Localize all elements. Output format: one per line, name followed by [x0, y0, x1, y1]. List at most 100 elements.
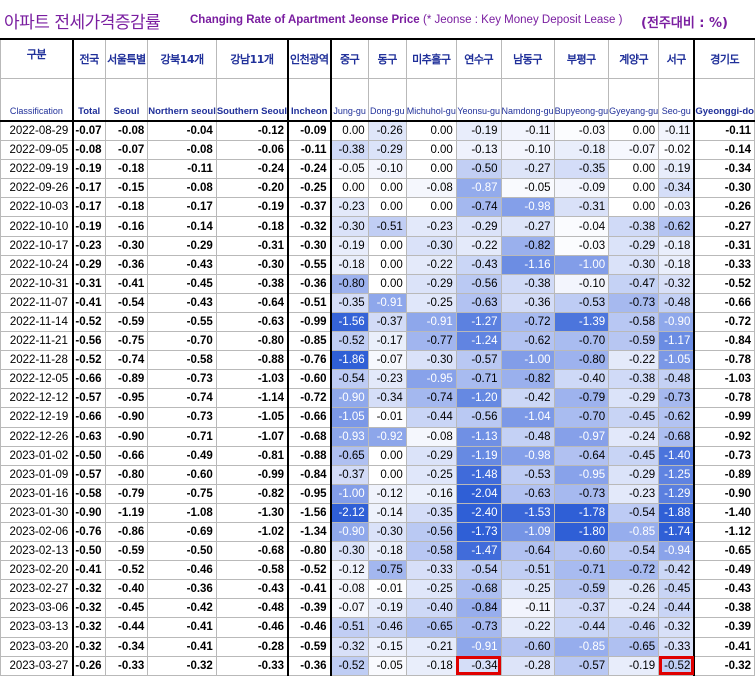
value-cell: -0.56	[72, 331, 106, 352]
value-cell: -0.11	[500, 598, 555, 619]
value-cell: -0.91	[405, 311, 457, 333]
value-cell: -0.23	[330, 197, 369, 218]
value-cell: -0.36	[287, 273, 332, 294]
value-cell: -0.42	[147, 598, 217, 619]
value-cell: 0.00	[405, 159, 457, 180]
value-cell: -0.23	[367, 369, 407, 390]
value-cell: -0.30	[215, 254, 290, 275]
value-cell: 0.00	[367, 445, 407, 466]
value-cell: -0.29	[608, 464, 660, 485]
value-cell: -0.18	[104, 197, 149, 218]
table-row: 2022-08-29 -0.07 -0.08 -0.04 -0.12 -0.09 0.00-…	[0, 120, 755, 142]
row-date: 2022-11-21	[0, 331, 74, 352]
value-cell: -0.53	[500, 464, 555, 485]
value-cell: -0.09	[553, 178, 610, 199]
value-cell: -0.52	[330, 331, 369, 352]
value-cell: -0.27	[500, 159, 555, 180]
column-header-kor: 남동구	[500, 38, 555, 79]
value-cell: -0.51	[367, 216, 407, 237]
value-cell: -0.28	[215, 636, 290, 657]
value-cell: -0.84	[455, 598, 502, 619]
value-cell: -0.71	[455, 369, 502, 390]
value-cell: -0.48	[215, 598, 290, 619]
value-cell: -0.58	[215, 560, 290, 581]
value-cell: -0.65	[330, 445, 369, 466]
value-cell: 0.00	[367, 235, 407, 256]
value-cell: -0.80	[104, 464, 149, 485]
value-cell: -0.19	[72, 159, 106, 180]
column-header-eng-label: Southern Seoul	[216, 106, 288, 117]
value-cell: -0.63	[500, 483, 555, 504]
value-cell: -0.34	[367, 388, 407, 409]
value-cell: -1.16	[500, 254, 555, 275]
value-cell: -1.73	[455, 521, 502, 543]
table-row: 2022-10-03 -0.17 -0.18 -0.17 -0.19 -0.37 -0.23…	[0, 197, 755, 218]
value-cell: -0.90	[693, 483, 755, 504]
value-cell: -0.38	[215, 273, 290, 294]
value-cell: -0.90	[658, 311, 696, 333]
value-cell: -0.73	[693, 445, 755, 466]
value-cell: -0.08	[147, 140, 217, 161]
value-cell: -0.66	[72, 369, 106, 390]
column-header-kor: 전국	[72, 38, 106, 79]
value-cell: -0.32	[287, 216, 332, 237]
value-cell: -0.05	[367, 655, 407, 676]
value-cell: -2.40	[455, 502, 502, 523]
value-cell: -0.02	[658, 140, 696, 161]
column-header-eng: Namdong-gu	[500, 78, 555, 122]
value-cell: -0.26	[367, 120, 407, 142]
value-cell: -0.05	[500, 178, 555, 199]
column-header-kor-label: 남동구	[513, 53, 542, 66]
value-cell: -0.59	[104, 311, 149, 333]
value-cell: -0.78	[693, 350, 755, 371]
value-cell: -0.59	[287, 636, 332, 657]
value-cell: -0.52	[330, 655, 369, 676]
table-row: 2022-12-19 -0.66 -0.90 -0.73 -1.05 -0.66 -1.05…	[0, 407, 755, 428]
value-cell: -0.19	[215, 197, 290, 218]
title-english: Changing Rate of Apartment Jeonse Price	[190, 14, 420, 26]
value-cell: -0.35	[553, 159, 610, 180]
value-cell: 0.00	[405, 140, 457, 161]
value-cell: -0.84	[693, 331, 755, 352]
table-row: 2022-11-14 -0.52 -0.59 -0.55 -0.63 -0.99 -1.56…	[0, 311, 755, 333]
value-cell: -0.79	[104, 483, 149, 504]
value-cell: -0.42	[658, 560, 696, 581]
value-cell: -0.57	[72, 388, 106, 409]
table-row: 2023-01-16 -0.58 -0.79 -0.75 -0.82 -0.95 -1.00…	[0, 483, 755, 504]
row-date: 2023-01-02	[0, 445, 74, 466]
value-cell: -0.72	[608, 560, 660, 581]
value-cell: -0.68	[287, 426, 332, 447]
value-cell: -0.11	[693, 120, 755, 142]
value-cell: -0.52	[72, 311, 106, 333]
value-cell: -0.24	[215, 159, 290, 180]
value-cell: -0.68	[215, 541, 290, 562]
value-cell: -0.25	[405, 464, 457, 485]
value-cell: -0.13	[455, 140, 502, 161]
value-cell: -0.75	[147, 483, 217, 504]
value-cell: -0.75	[104, 331, 149, 352]
value-cell: -0.07	[104, 140, 149, 161]
value-cell: -1.30	[215, 502, 290, 523]
value-cell: -1.56	[287, 502, 332, 523]
value-cell: -0.64	[500, 541, 555, 562]
row-date: 2023-01-09	[0, 464, 74, 485]
value-cell: -0.11	[287, 140, 332, 161]
value-cell: -0.17	[367, 331, 407, 352]
value-cell: -1.03	[215, 369, 290, 390]
value-cell: -0.33	[658, 636, 696, 657]
column-header-kor-label: 서울특별	[107, 53, 146, 66]
column-header-eng: Yeonsu-gu	[455, 78, 502, 122]
column-header-eng-label: Classification	[9, 106, 63, 116]
value-cell: -1.86	[330, 350, 369, 371]
value-cell: -0.64	[215, 292, 290, 313]
value-cell: -0.66	[287, 407, 332, 428]
table-row: 2023-03-27 -0.26 -0.33 -0.32 -0.33 -0.36 -0.52…	[0, 655, 755, 676]
value-cell: -0.03	[553, 235, 610, 256]
column-header-eng-label: Michuhol-gu	[406, 106, 456, 116]
value-cell: -0.92	[367, 426, 407, 447]
value-cell: -0.43	[693, 579, 755, 600]
value-cell: 0.00	[367, 464, 407, 485]
value-cell: 0.00	[608, 159, 660, 180]
value-cell: -0.50	[72, 445, 106, 466]
value-cell: -0.36	[500, 292, 555, 313]
